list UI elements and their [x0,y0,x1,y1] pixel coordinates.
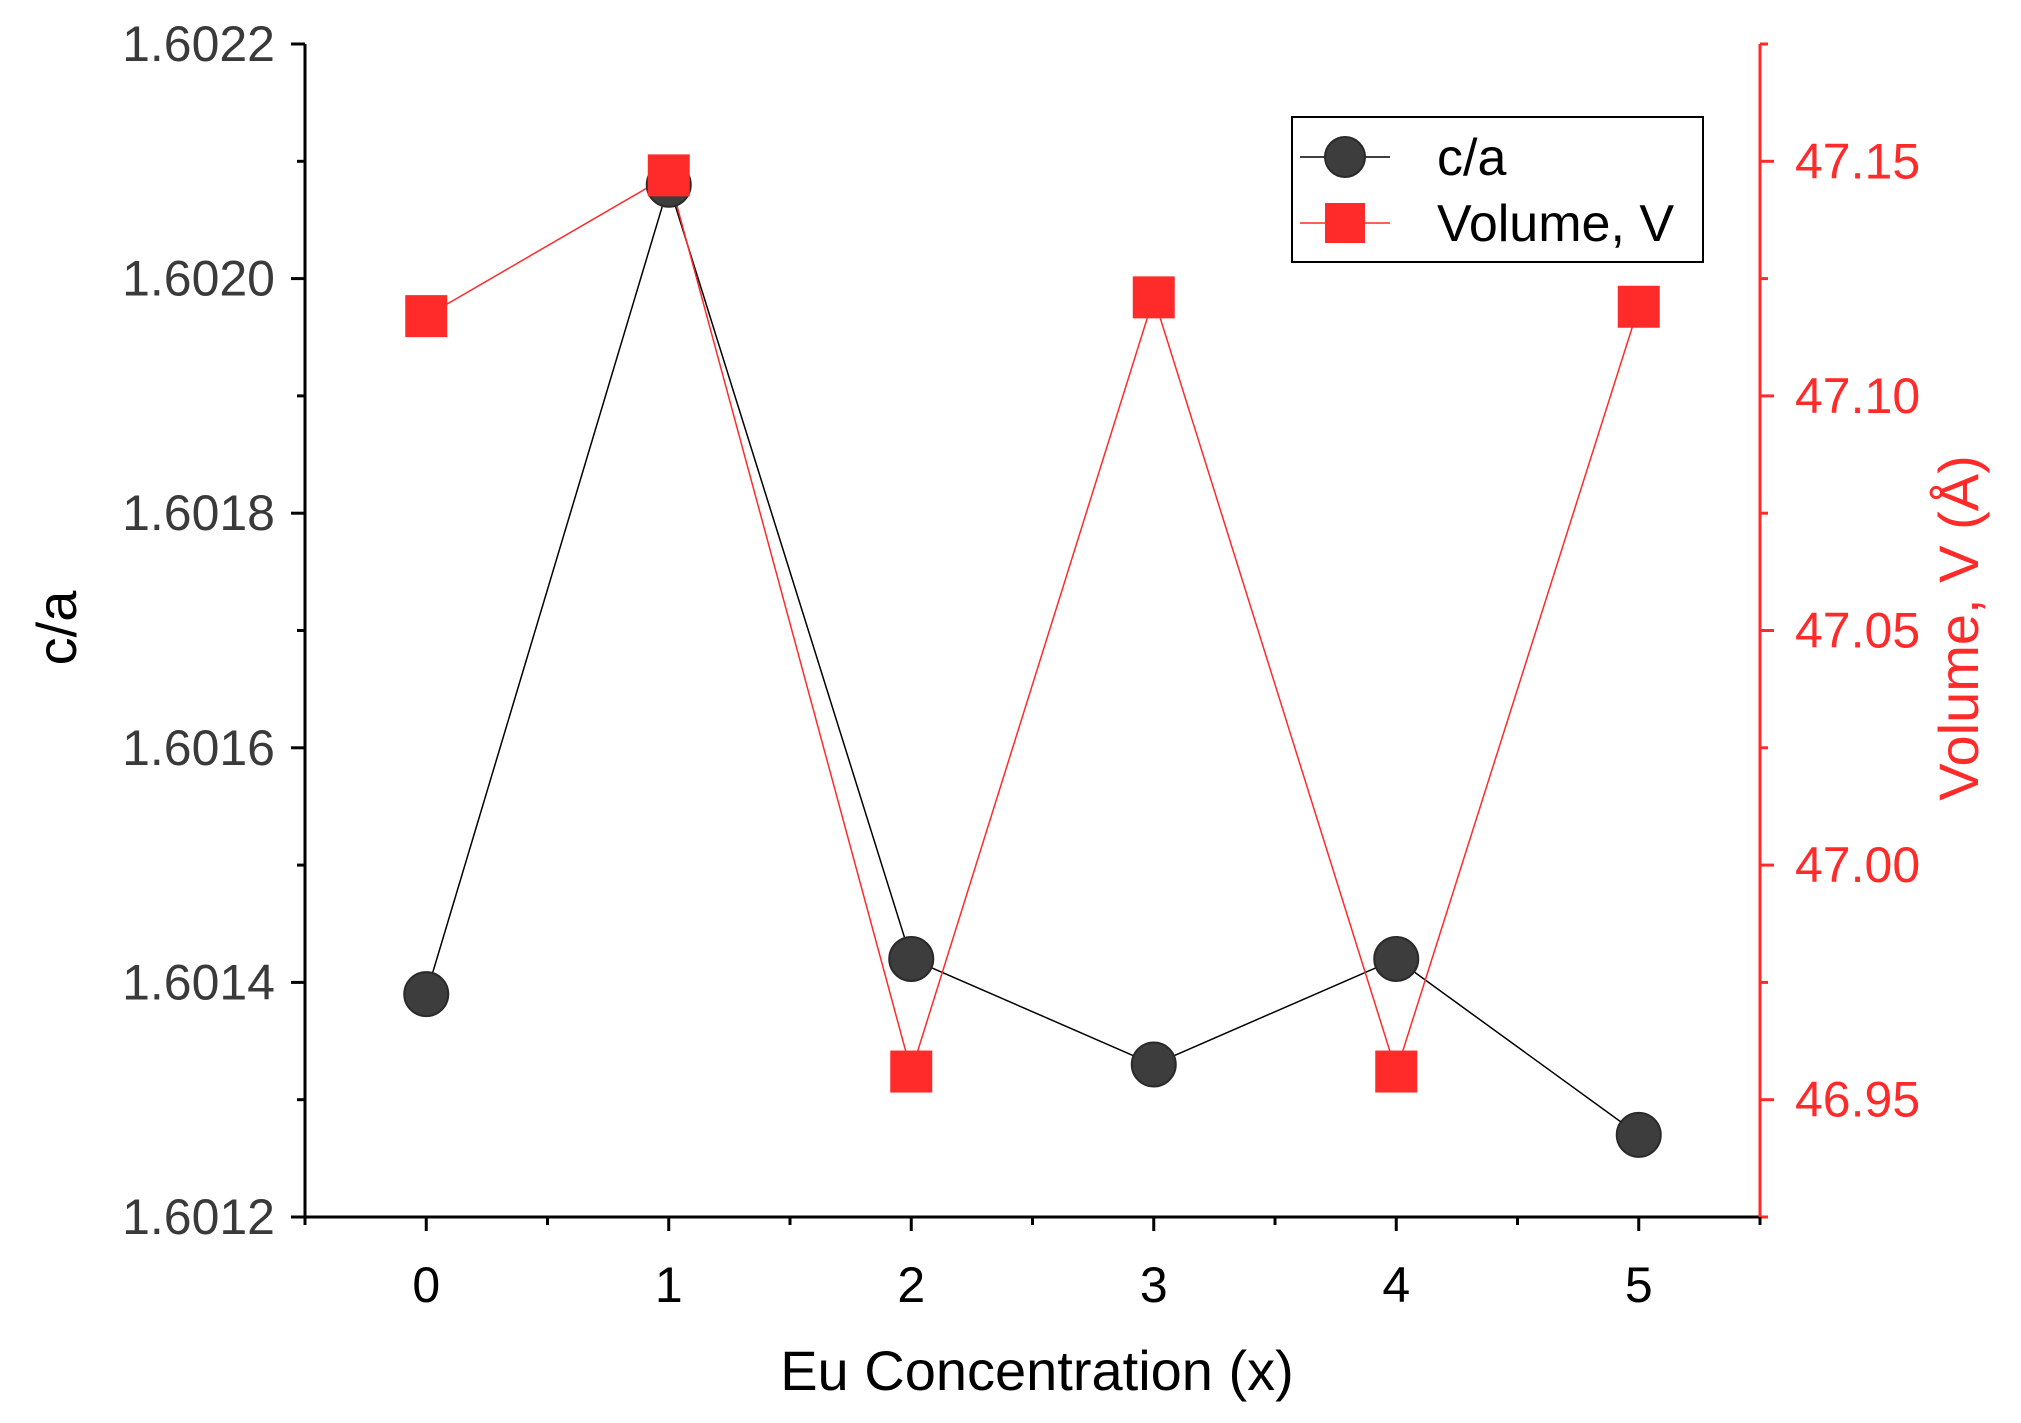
y-left-tick-label: 1.6020 [122,251,275,307]
y-left-axis-title: c/a [25,590,88,666]
data-point-volume [1617,285,1660,328]
data-point-ca [1615,1111,1662,1158]
series-lines [425,174,1640,1136]
y-left-tick-label: 1.6018 [122,485,275,541]
y-left-tick-label: 1.6022 [122,16,275,72]
y-right-tick-label: 47.10 [1795,368,1920,424]
legend: c/a Volume, V [1291,116,1704,263]
legend-label-ca: c/a [1437,129,1506,187]
legend-marker-volume [1325,203,1365,243]
data-point-volume [890,1050,933,1093]
y-left-tick-label: 1.6014 [122,954,275,1010]
axes: 1.6012 1.6014 1.6016 1.6018 1.6020 1.6022 46.9… [122,16,1920,1313]
legend-marker-ca [1324,136,1366,178]
data-point-volume [647,154,690,197]
data-point-ca [1373,935,1420,982]
legend-entry-ca: c/a [1300,129,1506,187]
legend-label-volume: Volume, V [1437,195,1674,253]
data-point-ca [403,971,450,1018]
x-tick-label: 2 [897,1257,925,1313]
data-point-volume [1375,1050,1418,1093]
data-point-volume [1132,276,1175,319]
series-line-1 [425,174,1640,1075]
y-right-tick-label: 47.15 [1795,133,1920,189]
series-markers [403,154,1662,1158]
y-right-axis-title: Volume, V (Å) [1927,455,1990,800]
y-right-tick-label: 46.95 [1795,1072,1920,1128]
x-axis-title: Eu Concentration (x) [780,1339,1294,1402]
data-point-ca [888,935,935,982]
x-tick-label: 1 [655,1257,683,1313]
data-point-volume [405,295,448,338]
x-tick-label: 4 [1382,1257,1410,1313]
legend-entry-volume: Volume, V [1300,195,1674,253]
y-right-tick-label: 47.00 [1795,837,1920,893]
x-tick-label: 3 [1140,1257,1168,1313]
series-line-0 [425,182,1640,1136]
data-point-ca [1130,1041,1177,1088]
y-left-tick-label: 1.6016 [122,720,275,776]
y-right-tick-label: 47.05 [1795,603,1920,659]
x-tick-label: 5 [1625,1257,1653,1313]
x-tick-label: 0 [412,1257,440,1313]
y-left-tick-label: 1.6012 [122,1189,275,1245]
